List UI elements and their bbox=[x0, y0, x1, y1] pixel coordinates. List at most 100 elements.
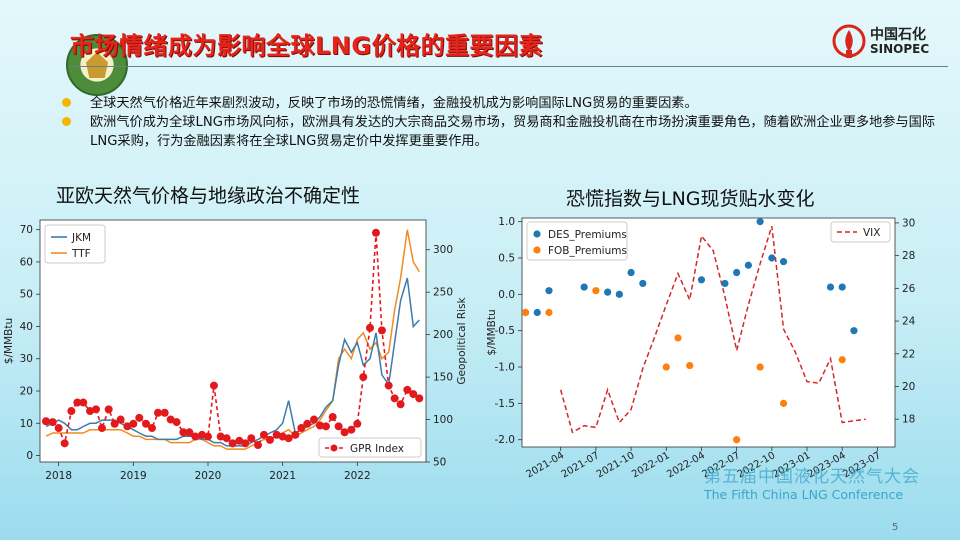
y2-tick-label: 24 bbox=[902, 316, 916, 328]
gpr-point bbox=[334, 422, 343, 431]
left-chart-title: 亚欧天然气价格与地缘政治不确定性 bbox=[56, 185, 361, 207]
gpr-point bbox=[265, 435, 274, 444]
right-chart-title: 恐慌指数与LNG现货贴水变化 bbox=[566, 188, 815, 210]
des-point bbox=[744, 261, 752, 269]
y-axis-label: $/MMBtu bbox=[3, 318, 15, 364]
conference-cn: 第五届中国液化天然气大会 bbox=[704, 467, 920, 487]
gpr-point bbox=[60, 439, 69, 448]
sinopec-logo: 中国石化 SINOPEC bbox=[832, 24, 950, 64]
gpr-point bbox=[297, 424, 306, 433]
bullet-text: 欧洲气价成为全球LNG市场风向标，欧洲具有发达的大宗商品交易市场，贸易商和金融投… bbox=[90, 115, 936, 149]
y2-tick-label: 28 bbox=[902, 250, 915, 262]
legend-gpr-marker bbox=[330, 444, 338, 452]
gpr-point bbox=[328, 412, 337, 421]
gpr-point bbox=[409, 390, 418, 399]
bullet-list: 全球天然气价格近年来剧烈波动，反映了市场的恐慌情绪，金融投机成为影响国际LNG贸… bbox=[62, 94, 942, 151]
sinopec-cn: 中国石化 bbox=[870, 27, 926, 43]
gpr-point bbox=[291, 430, 300, 439]
price-gpr-chart: 0 10 20 30 40 50 60 70 50 100 150 200 250 300 2018 2019… bbox=[3, 219, 468, 482]
des-point bbox=[627, 268, 635, 277]
y-tick-label: 60 bbox=[20, 256, 33, 268]
y2-axis-label: Geopolitical Risk bbox=[456, 296, 468, 384]
fob-point bbox=[733, 436, 741, 444]
des-point bbox=[779, 258, 788, 266]
y2-tick-label: 20 bbox=[902, 381, 915, 393]
y-tick-label: 1.0 bbox=[498, 216, 515, 228]
gpr-point bbox=[54, 424, 63, 433]
y2-tick-label: 200 bbox=[433, 329, 453, 341]
gpr-point bbox=[310, 415, 319, 424]
fob-point bbox=[838, 356, 846, 364]
gpr-point bbox=[48, 418, 57, 427]
gpr-point bbox=[172, 418, 181, 427]
gpr-point bbox=[415, 394, 424, 403]
fob-point bbox=[674, 334, 682, 342]
gpr-point bbox=[353, 419, 362, 428]
gpr-point bbox=[116, 415, 125, 424]
gpr-point bbox=[390, 394, 399, 403]
gpr-point bbox=[147, 424, 156, 433]
gpr-point bbox=[241, 439, 250, 448]
legend-des-marker bbox=[533, 230, 541, 238]
gpr-point bbox=[247, 434, 256, 443]
gpr-point bbox=[41, 417, 50, 426]
y-tick-label: 70 bbox=[20, 224, 33, 236]
y-tick-label: 0.5 bbox=[498, 252, 515, 264]
gpr-point bbox=[203, 432, 212, 441]
gpr-point bbox=[228, 439, 237, 448]
conference-watermark: 第五届中国液化天然气大会 The Fifth China LNG Confere… bbox=[704, 462, 954, 502]
x-tick-label: 2019 bbox=[120, 470, 147, 482]
des-point bbox=[639, 279, 647, 288]
gpr-point bbox=[371, 228, 380, 237]
y-tick-label: -1.0 bbox=[495, 362, 516, 374]
fob-point bbox=[756, 363, 764, 371]
page-number: 5 bbox=[892, 522, 899, 533]
y-tick-label: 30 bbox=[20, 353, 33, 365]
y2-tick-label: 300 bbox=[433, 244, 453, 256]
y2-tick-label: 250 bbox=[433, 287, 453, 299]
gpr-point bbox=[359, 373, 368, 382]
gpr-point bbox=[209, 381, 218, 390]
gpr-point bbox=[79, 398, 88, 407]
association-logo bbox=[66, 34, 128, 96]
legend-box bbox=[318, 437, 422, 458]
logo-emblem-icon bbox=[86, 52, 108, 78]
legend-fob-label: FOB_Premiums bbox=[548, 245, 627, 257]
gpr-point bbox=[315, 421, 324, 430]
gpr-point bbox=[384, 381, 393, 390]
des-point bbox=[756, 218, 764, 226]
des-point bbox=[580, 283, 588, 291]
gpr-point bbox=[340, 428, 349, 437]
x-tick-label: 2022 bbox=[344, 470, 371, 482]
fob-point bbox=[686, 361, 694, 370]
title-divider bbox=[70, 66, 948, 67]
gpr-point bbox=[222, 434, 231, 443]
y2-tick-label: 18 bbox=[902, 414, 915, 426]
legend-gpr-label: GPR Index bbox=[350, 443, 404, 455]
gpr-point bbox=[135, 413, 144, 422]
fob-point bbox=[662, 363, 670, 371]
gpr-point bbox=[91, 405, 100, 414]
y-tick-label: 0.0 bbox=[498, 289, 515, 301]
des-point bbox=[604, 288, 612, 296]
y-axis-label: $/MMBtu bbox=[486, 309, 498, 355]
des-point bbox=[826, 283, 835, 291]
gpr-point bbox=[104, 405, 113, 414]
y-tick-label: 10 bbox=[20, 418, 33, 430]
des-point bbox=[768, 254, 776, 262]
bullet-text: 全球天然气价格近年来剧烈波动，反映了市场的恐慌情绪，金融投机成为影响国际LNG贸… bbox=[90, 96, 698, 111]
gpr-point bbox=[321, 422, 330, 431]
vix-series-line bbox=[559, 225, 866, 434]
y2-tick-label: 30 bbox=[902, 217, 915, 229]
y2-tick-label: 22 bbox=[902, 348, 915, 360]
des-point bbox=[697, 276, 706, 284]
legend-fob-marker bbox=[533, 246, 541, 254]
x-tick-label: 2021-07 bbox=[560, 450, 602, 480]
x-tick-label: 2022-04 bbox=[665, 450, 707, 480]
gpr-point bbox=[179, 428, 188, 437]
gpr-point bbox=[160, 408, 169, 417]
y-tick-label: -1.5 bbox=[495, 398, 516, 410]
x-tick-label: 2021-10 bbox=[595, 450, 637, 480]
conference-en: The Fifth China LNG Conference bbox=[704, 487, 904, 502]
sinopec-mark-icon bbox=[832, 24, 866, 58]
